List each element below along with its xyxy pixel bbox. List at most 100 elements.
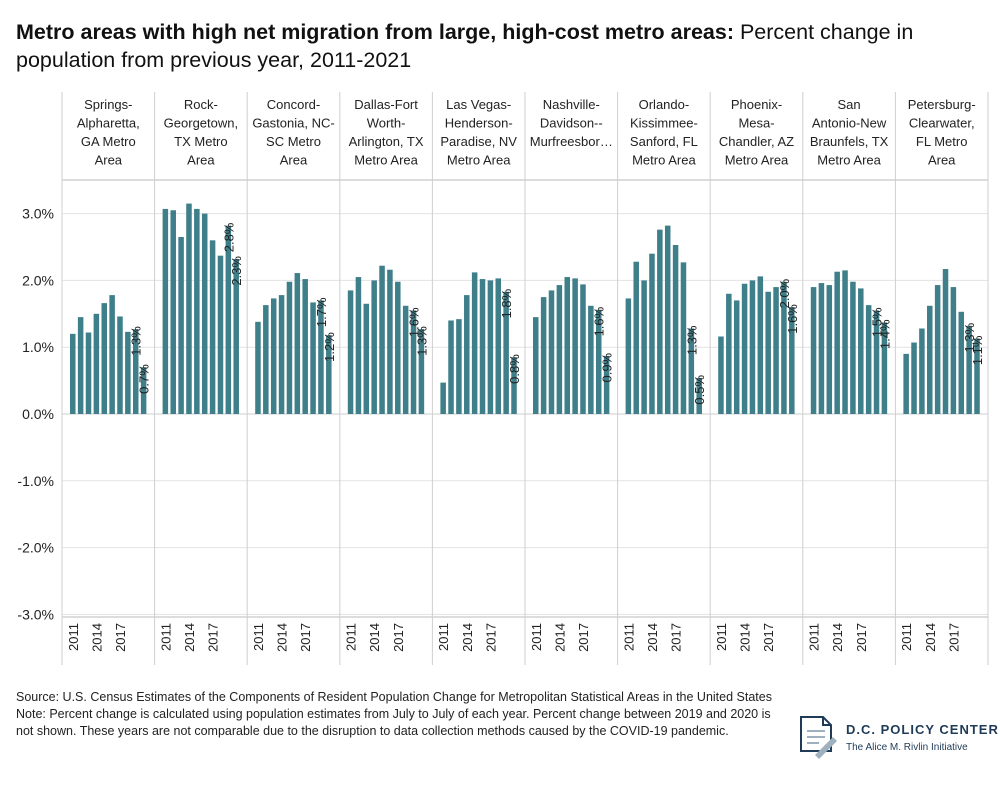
panel-header-line: Area — [95, 153, 123, 168]
x-tick-label: 2014 — [182, 623, 197, 652]
x-tick-label: 2014 — [738, 623, 753, 652]
bar — [186, 203, 192, 414]
bar — [672, 244, 679, 414]
bar — [919, 328, 925, 414]
bar — [217, 255, 224, 414]
bar — [733, 300, 740, 414]
bar — [865, 305, 872, 414]
bar — [387, 269, 393, 414]
x-tick-label: 2011 — [158, 623, 173, 651]
bar — [379, 265, 385, 414]
data-label: 1.3% — [962, 322, 977, 352]
bar — [942, 269, 949, 414]
data-label: 0.9% — [600, 352, 615, 382]
panel-header-line: Rock- — [184, 97, 218, 112]
bar — [294, 273, 301, 414]
bar — [556, 285, 563, 414]
x-tick-label: 2014 — [460, 623, 475, 652]
bar — [966, 325, 972, 414]
chart-title-bold: Metro areas with high net migration from… — [16, 20, 734, 44]
y-tick-label: 2.0% — [22, 272, 54, 288]
y-tick-label: 0.0% — [22, 406, 54, 422]
panel-header-line: Nashville- — [543, 97, 600, 112]
bar — [278, 295, 285, 414]
x-tick-label: 2014 — [367, 623, 382, 652]
bar — [810, 287, 817, 414]
bar — [85, 332, 92, 414]
bar — [781, 281, 787, 414]
bar — [850, 281, 856, 414]
panel-header-line: Phoenix- — [731, 97, 782, 112]
panel-header-line: Sanford, FL — [630, 134, 698, 149]
x-tick-label: 2017 — [854, 623, 869, 652]
bar — [495, 278, 502, 414]
panel-header-line: Area — [187, 153, 215, 168]
data-label: 1.6% — [407, 307, 422, 337]
bar — [540, 297, 547, 414]
panel-header-line: Georgetown, — [164, 116, 238, 131]
bar — [233, 259, 239, 414]
chart-title: Metro areas with high net migration from… — [16, 18, 976, 74]
bar — [440, 382, 446, 414]
panel-header-line: FL Metro — [916, 134, 968, 149]
bar — [77, 317, 84, 414]
panel-header-line: Springs- — [84, 97, 132, 112]
x-tick-label: 2017 — [576, 623, 591, 652]
panel-header-line: Chandler, AZ — [719, 134, 794, 149]
x-tick-label: 2011 — [436, 623, 451, 651]
bar — [132, 329, 139, 414]
x-tick-label: 2017 — [113, 623, 128, 652]
x-tick-label: 2011 — [529, 623, 544, 651]
panel-header-line: Clearwater, — [909, 116, 975, 131]
data-label: 1.2% — [322, 332, 337, 362]
bar — [310, 302, 316, 414]
bar — [765, 291, 771, 414]
panel-header-line: TX Metro — [174, 134, 227, 149]
y-tick-label: 1.0% — [22, 339, 54, 355]
panel-bar-chart: 3.0% 2.0% 1.0% 0.0% -1.0% -2.0% -3.0% Springs- A… — [17, 92, 989, 665]
panel-header-line: Arlington, TX — [349, 134, 424, 149]
panel-header-line: SC Metro — [266, 134, 321, 149]
panel-header-line: Davidson-- — [540, 116, 603, 131]
x-tick-label: 2011 — [344, 623, 359, 651]
bar — [201, 213, 208, 414]
x-tick-label: 2014 — [275, 623, 290, 652]
bar — [958, 311, 965, 414]
panel-header-line: Metro Area — [447, 153, 511, 168]
bar — [881, 322, 888, 414]
bar — [347, 290, 354, 414]
bar — [418, 329, 425, 414]
panel-header-line: Antonio-New — [812, 116, 887, 131]
bar — [410, 310, 417, 414]
bar — [572, 278, 578, 414]
x-tick-label: 2017 — [761, 623, 776, 652]
bar — [140, 367, 147, 414]
bar — [178, 236, 184, 414]
panel-header-line: Metro Area — [817, 153, 881, 168]
bar — [564, 277, 571, 414]
y-tick-label: -1.0% — [17, 473, 54, 489]
bar — [511, 357, 517, 414]
bar — [101, 303, 108, 414]
bar — [625, 298, 632, 414]
bar — [934, 285, 941, 414]
bar — [834, 271, 840, 414]
bar — [109, 295, 115, 414]
panel-header-line: Area — [280, 153, 308, 168]
bar — [286, 281, 293, 414]
footer-notes: Source: U.S. Census Estimates of the Com… — [16, 689, 776, 740]
bar — [355, 277, 362, 414]
bar — [726, 293, 732, 414]
x-tick-label: 2011 — [621, 623, 636, 651]
y-tick-label: 3.0% — [22, 206, 54, 222]
bar — [318, 300, 324, 414]
logo-name: D.C. POLICY CENTER — [846, 722, 999, 737]
data-label: 1.3% — [684, 325, 699, 355]
bar — [70, 333, 76, 414]
panel-header-line: Henderson- — [445, 116, 513, 131]
bar — [302, 279, 308, 414]
panel-header-line: Kissimmee- — [630, 116, 698, 131]
panel-header-line: Gastonia, NC- — [252, 116, 334, 131]
bar — [93, 313, 100, 414]
data-label: 1.5% — [870, 307, 885, 337]
